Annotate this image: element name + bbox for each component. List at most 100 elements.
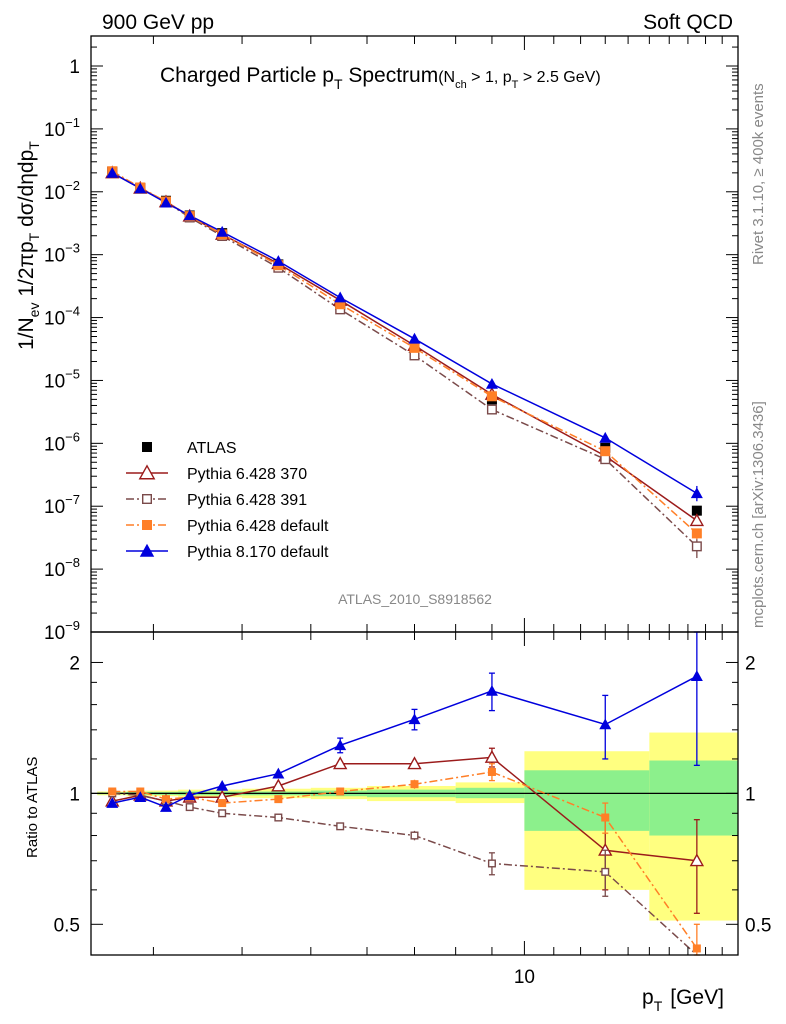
ratio-band-green bbox=[524, 770, 650, 831]
y-tick-label: 1 bbox=[69, 57, 80, 78]
main-point bbox=[106, 166, 119, 178]
ratio-y-tick-label-right: 1 bbox=[745, 784, 756, 805]
main-series-line bbox=[111, 171, 698, 547]
main-point bbox=[272, 255, 285, 266]
main-point bbox=[159, 196, 172, 208]
main-point bbox=[216, 225, 229, 237]
header-right: Soft QCD bbox=[643, 11, 733, 34]
main-point bbox=[134, 182, 147, 194]
ratio-point bbox=[159, 801, 172, 812]
x-tick-label: 10 bbox=[514, 967, 535, 988]
main-point bbox=[689, 513, 705, 527]
x-axis-label-sub: T bbox=[654, 998, 663, 1014]
ratio-point bbox=[487, 859, 496, 868]
main-point bbox=[690, 487, 703, 499]
main-point bbox=[183, 209, 196, 221]
main-point bbox=[600, 446, 611, 457]
title-main-sub: T bbox=[334, 76, 343, 92]
ratio-point bbox=[484, 749, 500, 763]
y-tick-label: 10−5 bbox=[44, 366, 80, 392]
main-series-line bbox=[111, 170, 698, 534]
ratio-point bbox=[410, 780, 419, 789]
ratio-point bbox=[274, 813, 283, 822]
ratio-point bbox=[601, 813, 610, 822]
ratio-y-tick-label-left: 0.5 bbox=[54, 915, 80, 936]
ratio-point bbox=[692, 944, 701, 953]
main-point bbox=[409, 342, 420, 353]
ratio-point bbox=[334, 739, 347, 751]
ratio-point bbox=[485, 684, 498, 696]
legend-label: Pythia 6.428 370 bbox=[187, 466, 307, 483]
legend: ATLAS Pythia 6.428 370 Pythia 6.428 391 Pyt… bbox=[126, 440, 329, 561]
y-tick-label: 10−4 bbox=[44, 304, 80, 330]
legend-label: Pythia 6.428 391 bbox=[187, 492, 307, 509]
ratio-point bbox=[407, 756, 422, 770]
title-cut-sub2: T bbox=[512, 79, 519, 91]
ratio-point bbox=[332, 756, 348, 770]
ratio-point bbox=[106, 797, 119, 808]
ratio-point bbox=[183, 789, 196, 801]
ratio-y-tick-label-left: 2 bbox=[69, 653, 80, 674]
x-axis-label: pT [GeV] bbox=[642, 986, 724, 1014]
header-left: 900 GeV pp bbox=[102, 11, 214, 34]
y-tick-label: 10−6 bbox=[44, 429, 80, 455]
ratio-y-tick-label-right: 2 bbox=[745, 653, 756, 674]
ratio-point bbox=[218, 809, 227, 818]
legend-marker bbox=[142, 442, 152, 452]
legend-label: Pythia 6.428 default bbox=[187, 518, 329, 535]
analysis-id: ATLAS_2010_S8918562 bbox=[338, 591, 492, 607]
ratio-point bbox=[108, 787, 117, 796]
ratio-point bbox=[272, 767, 285, 779]
title-cut-tail: > 2.5 GeV) bbox=[518, 69, 600, 86]
main-plot: 1 10−1 10−2 10−3 10−4 10−5 10−6 10−7 10−8 10−9 bbox=[44, 35, 739, 644]
ratio-point bbox=[408, 713, 421, 725]
ratio-point bbox=[161, 795, 170, 804]
chart-title: Charged Particle pT Spectrum(Nch > 1, pT… bbox=[160, 64, 601, 92]
legend-marker bbox=[141, 494, 152, 505]
main-point bbox=[334, 291, 347, 303]
legend-marker bbox=[139, 543, 155, 557]
title-cut-sub1: ch bbox=[455, 79, 467, 91]
ratio-point bbox=[689, 853, 705, 867]
title-main-tail: Spectrum bbox=[343, 64, 439, 87]
main-point bbox=[599, 431, 612, 443]
ratio-point bbox=[690, 670, 703, 681]
ratio-point bbox=[271, 778, 286, 792]
ratio-point bbox=[185, 803, 194, 812]
ratio-plot: 0.5 0.5 1 1 2 2 10 bbox=[54, 36, 771, 988]
y-tick-label: 10−3 bbox=[44, 241, 80, 267]
y-tick-label: 10−7 bbox=[44, 492, 80, 518]
ratio-point bbox=[134, 791, 147, 802]
ratio-y-axis-label: Ratio to ATLAS bbox=[24, 757, 41, 858]
ratio-point bbox=[599, 718, 612, 730]
ratio-y-tick-label-left: 1 bbox=[69, 784, 80, 805]
legend-marker bbox=[138, 464, 156, 480]
main-point bbox=[486, 404, 497, 415]
ratio-point bbox=[218, 799, 227, 808]
ratio-point bbox=[274, 795, 283, 804]
ratio-point bbox=[487, 767, 496, 776]
main-point bbox=[691, 541, 702, 552]
legend-marker bbox=[142, 520, 152, 530]
y-tick-label: 10−9 bbox=[44, 618, 80, 644]
y-tick-label: 10−1 bbox=[44, 115, 80, 141]
ratio-point bbox=[336, 787, 345, 796]
y-tick-label: 10−8 bbox=[44, 555, 80, 581]
title-cut-mid: > 1, p bbox=[467, 69, 512, 86]
x-axis-label-unit: [GeV] bbox=[670, 986, 724, 1009]
legend-label: Pythia 8.170 default bbox=[187, 544, 329, 561]
x-axis-label-main: p bbox=[642, 986, 654, 1009]
main-point bbox=[485, 377, 498, 389]
ratio-point bbox=[336, 822, 345, 831]
ratio-point bbox=[601, 867, 610, 876]
title-main: Charged Particle p bbox=[160, 64, 334, 87]
main-point bbox=[335, 299, 346, 310]
mcplots-text: mcplots.cern.ch [arXiv:1306.3436] bbox=[750, 401, 767, 628]
ratio-point bbox=[410, 831, 419, 840]
legend-label: ATLAS bbox=[187, 440, 237, 457]
y-tick-label: 10−2 bbox=[44, 178, 80, 204]
main-point bbox=[408, 332, 421, 344]
ratio-band-green bbox=[649, 760, 738, 836]
ratio-y-tick-label-right: 0.5 bbox=[745, 915, 771, 936]
